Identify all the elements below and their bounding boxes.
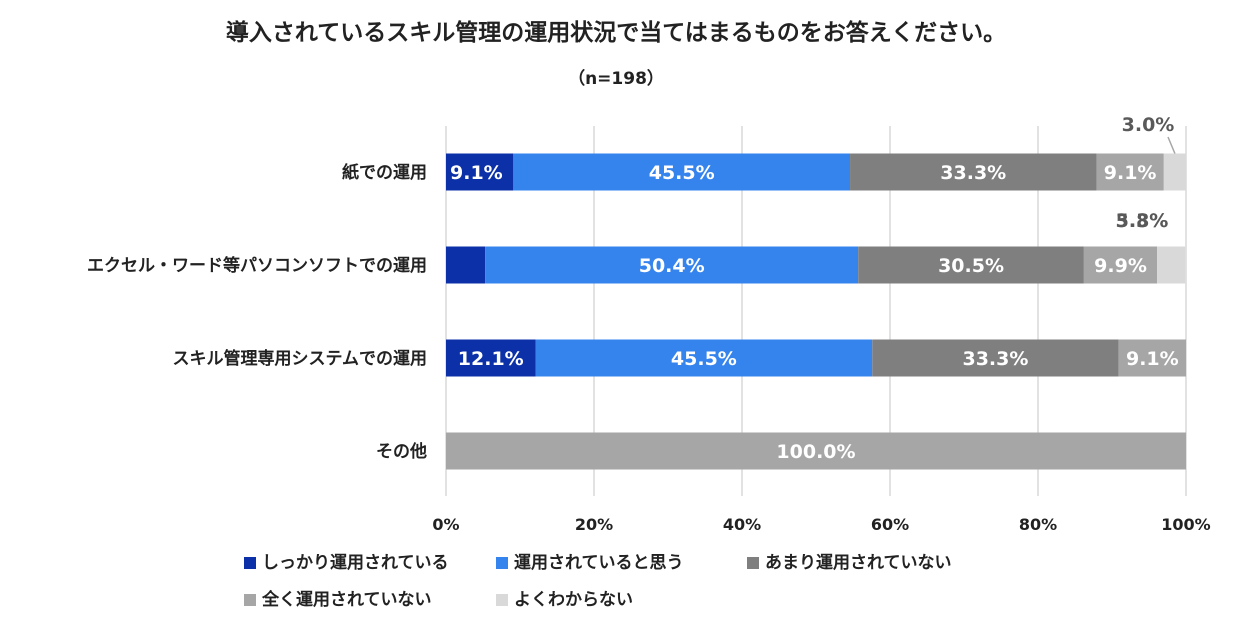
bar-segment — [535, 339, 873, 377]
category-label: エクセル・ワード等パソコンソフトでの運用 — [87, 255, 427, 276]
leader-line — [1167, 136, 1176, 154]
bar-segment — [446, 339, 536, 377]
x-tick-label: 40% — [723, 515, 761, 534]
legend-swatch — [496, 557, 508, 569]
data-label: 33.3% — [962, 348, 1028, 370]
legend-swatch — [244, 557, 256, 569]
category-label: その他 — [376, 441, 427, 462]
bar-segment — [446, 432, 1186, 470]
data-label: 45.5% — [671, 348, 737, 370]
x-tick-label: 60% — [871, 515, 909, 534]
bar-segment — [850, 153, 1097, 191]
x-tick-label: 80% — [1019, 515, 1057, 534]
bar-segment — [1083, 246, 1158, 284]
category-label: スキル管理専用システムでの運用 — [173, 348, 428, 369]
bar-segment — [1163, 153, 1186, 191]
data-label: 30.5% — [938, 255, 1004, 277]
bar-segment — [1157, 246, 1186, 284]
bar-segment — [1118, 339, 1186, 377]
bars: 9.1% 45.5% 33.3% 9.1% 3.0% 5.3% 50.4% 30.5% 9.9%… — [446, 114, 1186, 470]
bar-segment — [446, 153, 514, 191]
chart-title: 導入されているスキル管理の運用状況で当てはまるものをお答えください。 — [226, 19, 1006, 46]
data-label: 45.5% — [649, 162, 715, 184]
data-label: 12.1% — [458, 348, 524, 370]
legend: しっかり運用されている 運用されていると思う あまり運用されていない全く運用されてい… — [244, 553, 952, 610]
legend-label: しっかり運用されている — [262, 553, 449, 573]
data-label: 9.1% — [1104, 162, 1157, 184]
x-tick-label: 0% — [432, 515, 459, 534]
data-label-outside: 3.8% — [1116, 210, 1169, 232]
bar-segment — [513, 153, 851, 191]
legend-label: あまり運用されていない — [765, 553, 952, 573]
data-label: 100.0% — [776, 441, 855, 463]
data-label: 9.1% — [1126, 348, 1179, 370]
bar-segment — [1096, 153, 1164, 191]
data-label-outside: 3.0% — [1122, 114, 1175, 136]
bar-segment — [485, 246, 859, 284]
x-tick-label: 20% — [575, 515, 613, 534]
legend-label: 運用されていると思う — [514, 553, 684, 573]
data-label: 50.4% — [639, 255, 705, 277]
bar-segment — [446, 246, 486, 284]
category-label: 紙での運用 — [342, 162, 427, 183]
category-labels: 紙での運用エクセル・ワード等パソコンソフトでの運用スキル管理専用システムでの運用… — [87, 162, 427, 462]
legend-label: 全く運用されていない — [261, 589, 432, 610]
data-label: 9.9% — [1094, 255, 1147, 277]
bar-segment — [858, 246, 1084, 284]
data-label: 9.1% — [450, 162, 503, 184]
legend-swatch — [747, 557, 759, 569]
bar-segment — [872, 339, 1119, 377]
x-axis-ticks: 0% 20% 40% 60% 80% 100% — [432, 515, 1210, 534]
x-tick-label: 100% — [1161, 515, 1210, 534]
legend-swatch — [496, 594, 508, 606]
chart-subtitle: （n=198） — [568, 68, 664, 89]
data-label-outside: 5.3% — [1116, 210, 1169, 232]
legend-label: よくわからない — [514, 590, 633, 610]
legend-swatch — [244, 594, 256, 606]
data-label: 33.3% — [940, 162, 1006, 184]
